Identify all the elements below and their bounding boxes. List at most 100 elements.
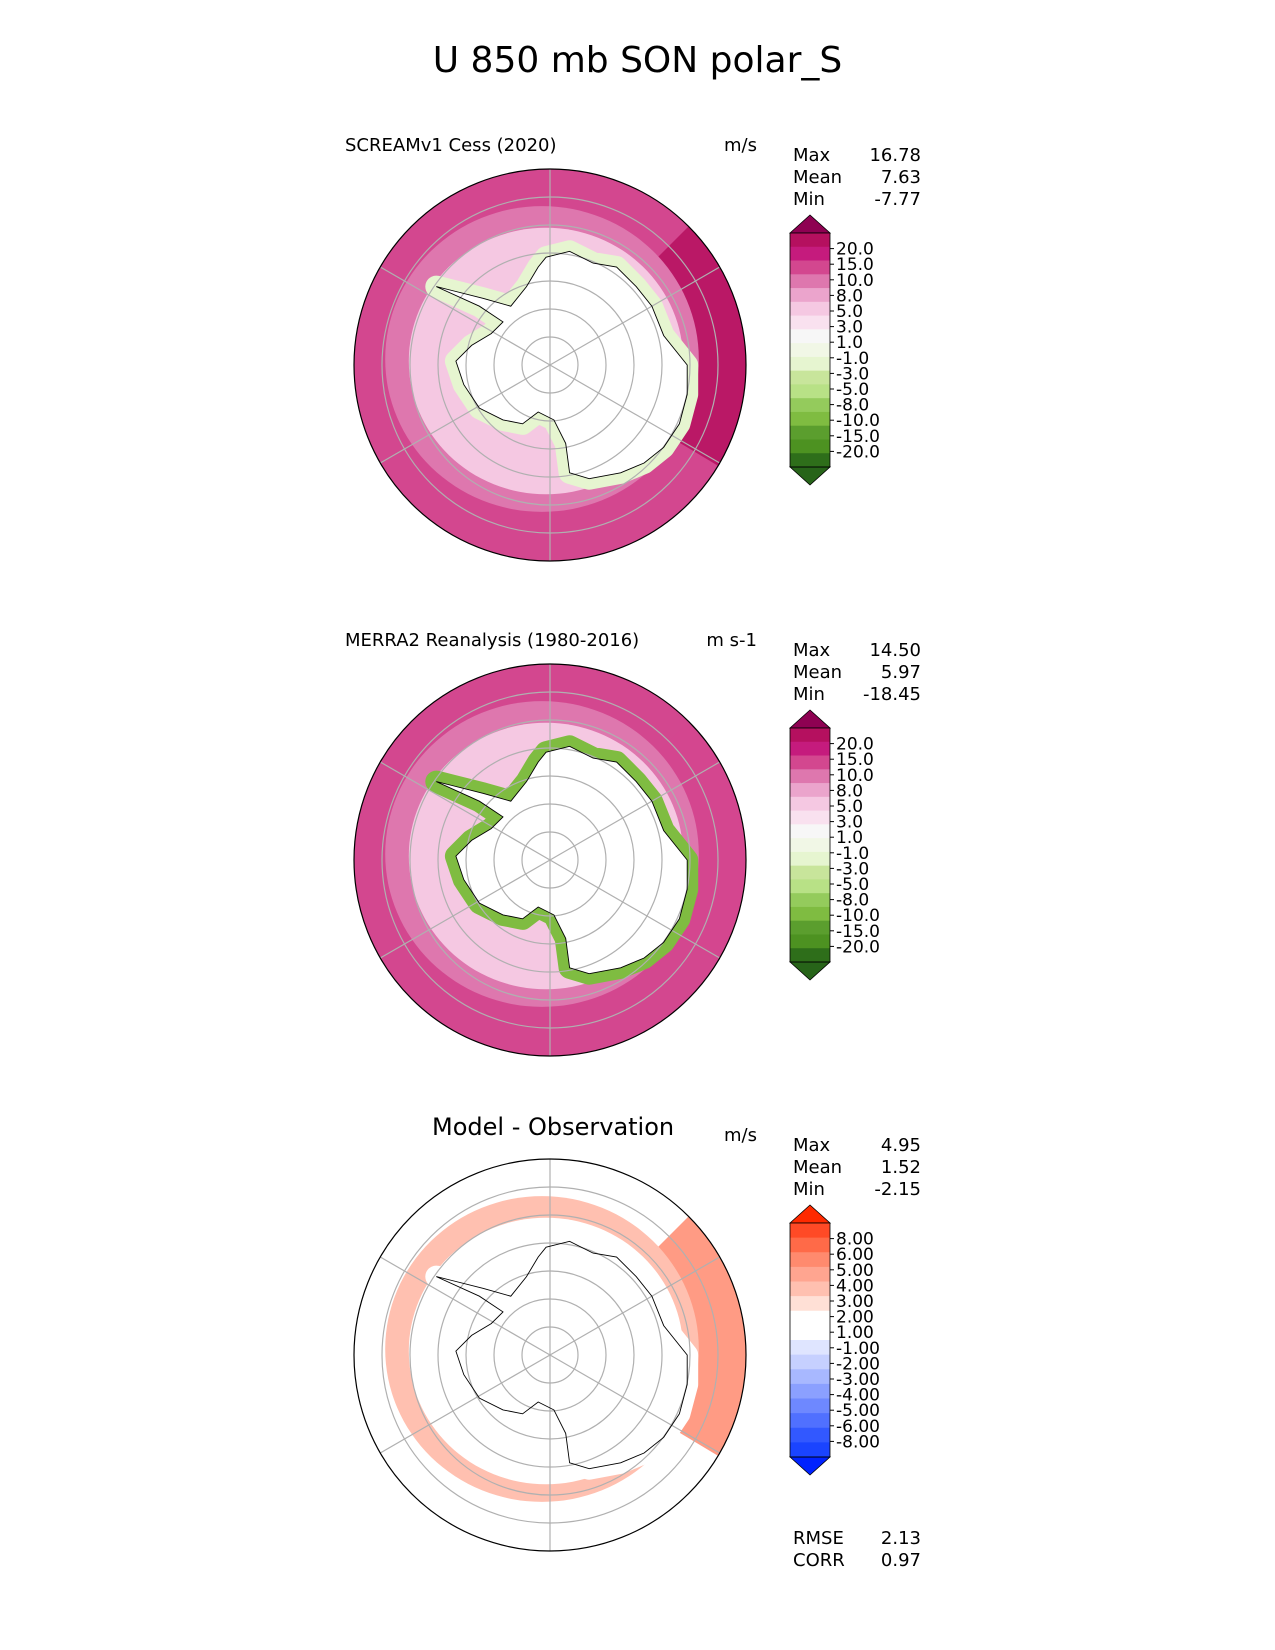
colorbar-tick-label: 20.0 <box>836 240 874 260</box>
colorbar-swatch <box>790 865 830 880</box>
colorbar-tick-label: -5.0 <box>836 380 869 400</box>
model-panel: SCREAMv1 Cess (2020) m/s Max 16.78 Mean 7.… <box>0 135 1275 625</box>
colorbar-frame <box>789 727 831 963</box>
colorbar-tick-label: -1.00 <box>836 1339 880 1359</box>
colorbar-swatch <box>790 893 830 908</box>
longitude-line <box>379 761 551 861</box>
colorbar-tick-label: 3.0 <box>836 318 863 338</box>
colorbar-swatch <box>790 824 830 839</box>
colorbar-swatch <box>790 851 830 867</box>
colorbar-tick-label: -20.0 <box>836 442 880 462</box>
colorbar-swatch <box>790 370 830 385</box>
longitude-line <box>549 266 721 366</box>
colorbar-swatch <box>790 288 830 303</box>
colorbar-tick-label: -8.00 <box>836 1432 880 1452</box>
colorbar-tick-label: -5.00 <box>836 1401 880 1421</box>
map-boundary <box>353 1158 747 1552</box>
panel-title: MERRA2 Reanalysis (1980-2016) <box>345 630 640 651</box>
panel-units: m s-1 <box>706 630 757 651</box>
colorbar-extend-max <box>788 214 832 234</box>
colorbar-swatch <box>790 879 830 894</box>
difference-panel: Model - Observation m/s Max 4.95 Mean 1.52… <box>0 1113 1275 1615</box>
colorbar-tick-label: -3.0 <box>836 364 869 384</box>
colorbar-tick-label: 1.0 <box>836 828 863 848</box>
colorbar: 20.015.010.08.05.03.01.0-1.0-3.0-5.0-8.0… <box>788 709 880 981</box>
colorbar-swatch <box>790 1310 830 1326</box>
panel-units: m/s <box>724 135 757 156</box>
colorbar-swatch <box>790 233 830 248</box>
colorbar-tick-label: -1.0 <box>836 349 869 369</box>
longitude-line <box>549 364 721 464</box>
colorbar-tick-label: 1.00 <box>836 1323 874 1343</box>
colorbar-swatch <box>790 783 830 798</box>
min-label: Min <box>793 684 825 705</box>
colorbar-tick-label: 5.0 <box>836 797 863 817</box>
colorbar-swatch <box>790 411 830 427</box>
polar-map <box>353 1158 747 1552</box>
colorbar-swatch <box>790 906 830 922</box>
reanalysis-panel: MERRA2 Reanalysis (1980-2016) m s-1 Max 1… <box>0 630 1275 1120</box>
colorbar-swatch <box>790 1383 830 1399</box>
colorbar-swatch <box>790 810 830 825</box>
min-value: -7.77 <box>874 189 921 210</box>
rmse-value: 2.13 <box>880 1528 921 1549</box>
map-boundary <box>353 663 747 1057</box>
colorbar-swatch <box>790 384 830 399</box>
corr-value: 0.97 <box>880 1550 921 1571</box>
colorbar-swatch <box>790 838 830 853</box>
colorbar-swatch <box>790 934 830 949</box>
colorbar-tick-label: -6.00 <box>836 1417 880 1437</box>
polar-map <box>353 663 747 1057</box>
colorbar-swatch <box>790 1413 830 1429</box>
colorbar-swatch <box>790 728 830 743</box>
colorbar-tick-label: 8.0 <box>836 781 863 801</box>
colorbar-tick-label: -3.00 <box>836 1370 880 1390</box>
colorbar-tick-label: 8.00 <box>836 1230 874 1250</box>
colorbar-tick-label: 6.00 <box>836 1245 874 1265</box>
colorbar-tick-label: -15.0 <box>836 922 880 942</box>
colorbar-tick-label: -10.0 <box>836 906 880 926</box>
colorbar-swatch <box>790 398 830 413</box>
longitude-line <box>549 859 721 959</box>
error-stats: RMSE 2.13 CORR 0.97 <box>793 1528 921 1572</box>
colorbar-frame <box>789 1222 831 1458</box>
colorbar-swatch <box>790 301 830 317</box>
colorbar-swatch <box>790 453 830 468</box>
coastline <box>436 250 688 480</box>
colorbar-tick-label: 3.00 <box>836 1292 874 1312</box>
colorbar-swatch <box>790 741 830 757</box>
longitude-line <box>549 1354 721 1454</box>
colorbar-swatch <box>790 1325 830 1341</box>
colorbar-tick-label: -5.0 <box>836 875 869 895</box>
colorbar-tick-label: -10.0 <box>836 411 880 431</box>
colorbar-extend-min <box>788 466 832 486</box>
mean-value: 7.63 <box>880 167 921 188</box>
min-value: -2.15 <box>874 1179 921 1200</box>
max-value: 14.50 <box>869 640 921 661</box>
colorbar-swatch <box>790 1369 830 1385</box>
colorbar-swatch <box>790 315 830 330</box>
colorbar-extend-max <box>788 709 832 729</box>
coastline <box>436 1240 688 1470</box>
colorbar-swatch <box>790 769 830 784</box>
colorbar-extend-min <box>788 1456 832 1476</box>
colorbar-swatch <box>790 920 830 935</box>
colorbar-swatch <box>790 1252 830 1268</box>
colorbar-extend-max <box>788 1204 832 1224</box>
max-value: 16.78 <box>869 145 921 166</box>
colorbar-frame <box>789 232 831 468</box>
longitude-line <box>549 1256 721 1356</box>
stats-box: Max 4.95 Mean 1.52 Min -2.15 <box>793 1135 921 1201</box>
colorbar-tick-label: -2.00 <box>836 1354 880 1374</box>
longitude-line <box>379 1256 551 1356</box>
colorbar-tick-label: 5.0 <box>836 302 863 322</box>
min-label: Min <box>793 1179 825 1200</box>
mean-label: Mean <box>793 167 843 188</box>
min-value: -18.45 <box>862 684 921 705</box>
colorbar-extend-min <box>788 961 832 981</box>
continent-interior <box>436 251 688 479</box>
mean-label: Mean <box>793 662 843 683</box>
colorbar-tick-label: 1.0 <box>836 333 863 353</box>
colorbar-tick-label: -20.0 <box>836 937 880 957</box>
colorbar: 8.006.005.004.003.002.001.00-1.00-2.00-3… <box>788 1204 880 1476</box>
